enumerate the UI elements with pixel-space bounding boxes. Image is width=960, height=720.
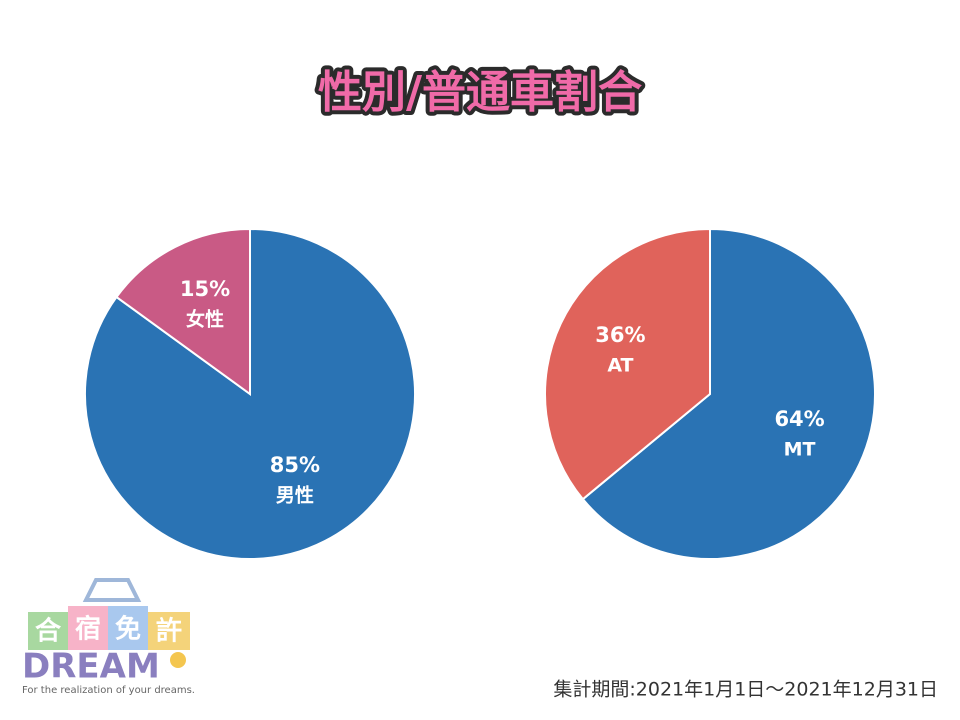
logo-car (82, 578, 142, 602)
slice-category-label: 男性 (276, 484, 314, 507)
logo-name: DREAM (22, 647, 160, 687)
logo-tagline: For the realization of your dreams. (22, 685, 195, 696)
slice-category-label: MT (784, 439, 816, 461)
pie-slice (544, 227, 711, 501)
slice-value-label: 85% (270, 453, 320, 477)
logo-kanji: 許 (156, 617, 182, 647)
logo-kanji: 合 (35, 616, 62, 647)
slice-value-label: 36% (595, 323, 645, 347)
logo: 合 宿 免 許 DREAM For the realization of you… (22, 578, 195, 696)
logo-kanji: 免 (115, 614, 141, 645)
logo-box (28, 612, 68, 650)
slice-value-label: 15% (180, 277, 230, 301)
slice-category-label: 女性 (186, 307, 224, 330)
slice-category-label: AT (607, 354, 633, 376)
slide-title: 性別/普通車割合 (318, 67, 642, 118)
logo-box (108, 606, 148, 650)
slice-value-label: 64% (774, 407, 824, 431)
period: 集計期間:2021年1月1日～2021年12月31日 (553, 679, 938, 701)
pie-slice (115, 227, 251, 396)
logo-box (148, 612, 190, 650)
logo-box (68, 606, 108, 650)
logo-kanji: 宿 (75, 614, 101, 645)
pie-slice (581, 227, 876, 560)
logo-pin (170, 652, 186, 668)
